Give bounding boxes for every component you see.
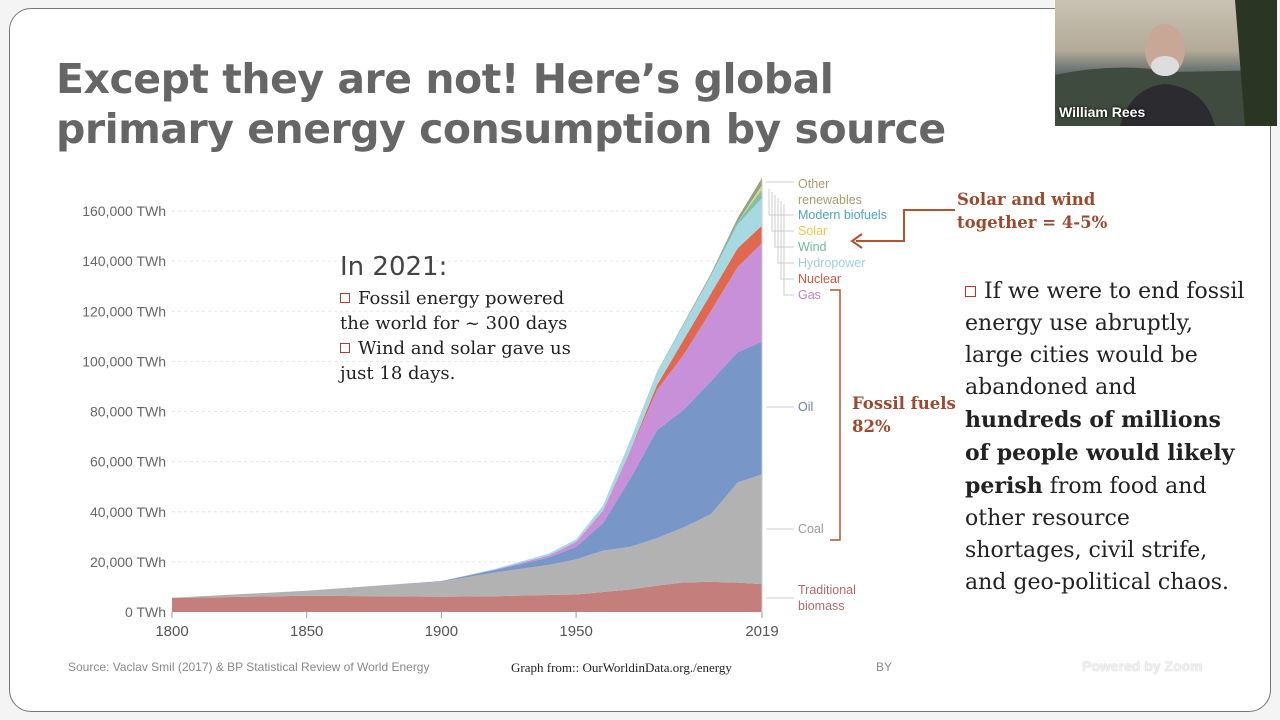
legend-connector xyxy=(768,189,794,216)
note-heading: In 2021: xyxy=(340,252,448,282)
right-text-part1: If we were to end fossil energy use abru… xyxy=(965,279,1245,400)
legend-connector xyxy=(771,192,794,232)
y-tick-label: 120,000 TWh xyxy=(82,303,166,319)
legend-connector xyxy=(780,201,794,280)
right-text-bold: hundreds of millions of people would lik… xyxy=(965,407,1235,499)
legend-connector xyxy=(783,204,794,296)
source-text: Source: Vaclav Smil (2017) & BP Statisti… xyxy=(68,660,430,674)
y-tick-label: 0 TWh xyxy=(125,604,166,620)
x-tick-label: 1950 xyxy=(559,623,592,640)
x-tick-label: 2019 xyxy=(745,623,778,640)
participant-video-icon xyxy=(1055,0,1277,126)
graph-from-text: Graph from:: OurWorldinData.org./energy xyxy=(511,660,732,675)
bullet-square-icon xyxy=(340,343,350,353)
area-traditional-biomass xyxy=(172,581,762,612)
right-text-part2: from food and other resource shortages, … xyxy=(965,474,1230,595)
solar-wind-arrow xyxy=(856,209,955,242)
y-tick-label: 160,000 TWh xyxy=(82,203,166,219)
y-tick-label: 60,000 TWh xyxy=(90,454,166,470)
x-tick-label: 1850 xyxy=(290,623,323,640)
y-tick-label: 20,000 TWh xyxy=(90,554,166,570)
y-tick-label: 80,000 TWh xyxy=(90,404,166,420)
legend-coal: Coal xyxy=(798,522,824,536)
right-bullet: If we were to end fossil energy use abru… xyxy=(965,276,1245,599)
webcam-thumbnail[interactable]: William Rees xyxy=(1055,0,1277,126)
legend-nuclear: Nuclear xyxy=(798,272,841,286)
bullet-square-icon xyxy=(965,286,976,297)
y-tick-label: 100,000 TWh xyxy=(82,353,166,369)
arrowhead-icon xyxy=(850,233,863,249)
x-tick-label: 1900 xyxy=(425,623,458,640)
x-tick-label: 1800 xyxy=(155,623,188,640)
participant-name: William Rees xyxy=(1059,104,1146,120)
legend-hydropower: Hydropower xyxy=(798,256,865,270)
y-tick-label: 40,000 TWh xyxy=(90,504,166,520)
legend-gas: Gas xyxy=(798,288,821,302)
slide-title: Except they are not! Here’s global prima… xyxy=(56,54,946,154)
area-coal xyxy=(172,474,762,598)
solar-wind-annotation: Solar and wind together = 4-5% xyxy=(957,190,1108,232)
area-gas xyxy=(172,243,762,598)
legend-traditional-biomass: Traditional biomass xyxy=(798,583,856,613)
legend-other-renewables: Other renewables xyxy=(798,177,862,207)
fossil-fuels-bracket xyxy=(830,289,841,541)
legend-connector xyxy=(774,195,794,248)
note-2021: In 2021: Fossil energy powered the world… xyxy=(340,252,580,386)
note-bullet: Fossil energy powered the world for ~ 30… xyxy=(340,286,580,336)
legend-wind: Wind xyxy=(798,240,827,254)
note-bullet-text: Fossil energy powered the world for ~ 30… xyxy=(340,288,568,334)
license-text: BY xyxy=(876,660,893,674)
area-oil xyxy=(172,341,762,598)
fossil-fuels-annotation: Fossil fuels 82% xyxy=(852,394,956,436)
legend-oil: Oil xyxy=(798,400,813,414)
y-tick-label: 140,000 TWh xyxy=(82,253,166,269)
note-bullet: Wind and solar gave us just 18 days. xyxy=(340,336,580,386)
bullet-square-icon xyxy=(340,293,350,303)
note-bullet-text: Wind and solar gave us just 18 days. xyxy=(340,338,571,384)
legend-connector xyxy=(777,198,794,264)
title-line-2: primary energy consumption by source xyxy=(56,105,946,153)
zoom-watermark: Powered by Zoom xyxy=(1082,658,1203,674)
legend-modern-biofuels: Modern biofuels xyxy=(798,208,887,222)
legend-solar: Solar xyxy=(798,224,827,238)
title-line-1: Except they are not! Here’s global xyxy=(56,55,834,103)
